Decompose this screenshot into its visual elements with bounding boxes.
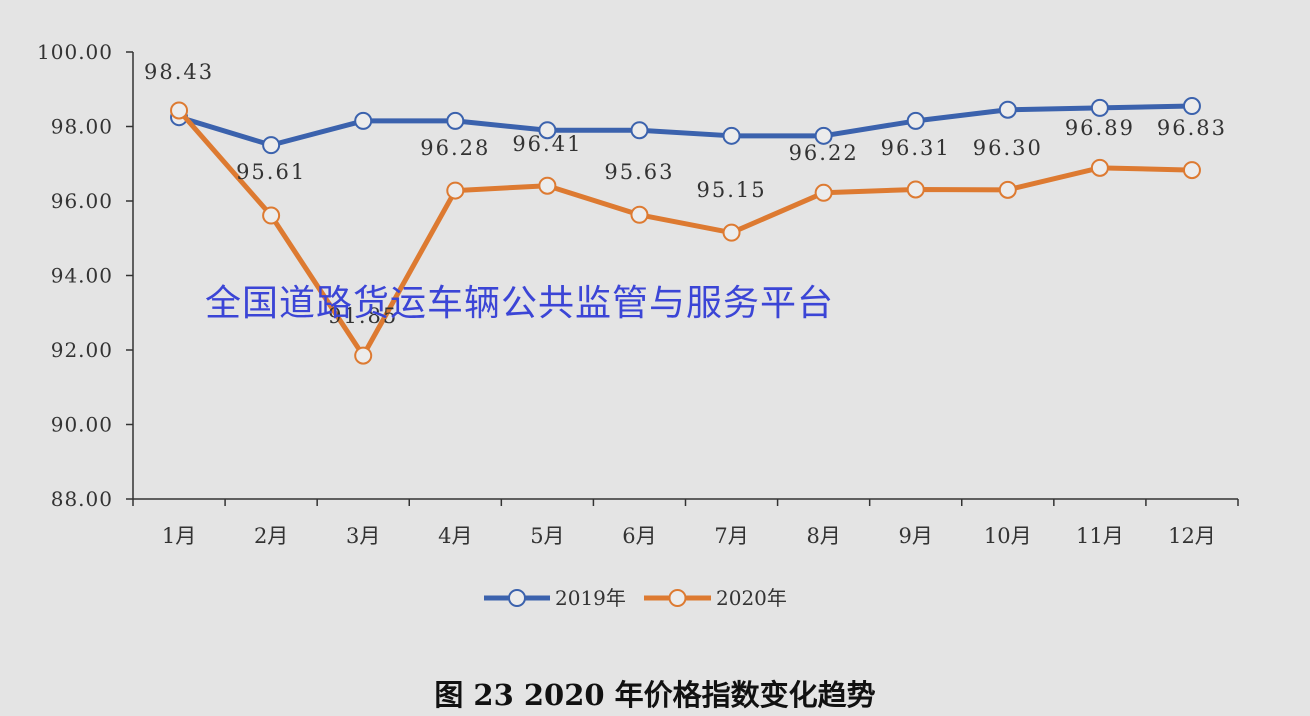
data-point [1182, 97, 1201, 116]
data-label: 95.63 [604, 160, 674, 184]
data-point [1182, 161, 1201, 180]
x-tick-label: 7月 [714, 524, 748, 548]
y-tick-label: 94.00 [51, 264, 113, 288]
legend-label: 2020年 [716, 586, 787, 610]
data-point [446, 181, 465, 200]
data-point [906, 180, 925, 199]
data-label: 96.83 [1157, 116, 1227, 140]
x-tick-label: 5月 [530, 524, 564, 548]
data-label: 96.89 [1065, 116, 1135, 140]
data-point [262, 206, 281, 225]
data-label: 96.28 [420, 136, 490, 160]
series-line [177, 108, 1193, 359]
data-point [262, 136, 281, 155]
data-point [354, 111, 373, 130]
y-tick-label: 88.00 [51, 487, 113, 511]
data-label: 95.61 [236, 160, 306, 184]
y-tick-label: 92.00 [51, 338, 113, 362]
series-line [178, 103, 1193, 148]
legend-item: 2019年 [484, 586, 626, 610]
data-point [630, 121, 649, 140]
data-point [170, 101, 189, 120]
watermark-text: 全国道路货运车辆公共监管与服务平台 [205, 283, 835, 324]
data-label: 96.30 [973, 136, 1043, 160]
x-tick-label: 12月 [1168, 524, 1216, 548]
data-label: 96.41 [512, 132, 582, 156]
data-point [538, 176, 557, 195]
series-0 [170, 97, 1201, 155]
y-tick-label: 90.00 [51, 413, 113, 437]
legend-item: 2020年 [644, 586, 787, 610]
y-axis-ticks: 88.00 90.00 92.00 94.00 96.00 98.00 100.00 [37, 40, 133, 511]
data-label: 91.85 [328, 304, 398, 328]
x-tick-label: 8月 [806, 524, 840, 548]
legend-label: 2019年 [555, 586, 626, 610]
series-1 [170, 101, 1201, 365]
legend-swatch-marker [508, 589, 526, 607]
data-point [906, 111, 925, 130]
data-point [814, 126, 833, 145]
data-point [814, 183, 833, 202]
data-label: 96.31 [881, 136, 951, 160]
x-tick-label: 3月 [346, 524, 380, 548]
series-layer [170, 97, 1201, 365]
x-tick-label: 4月 [438, 524, 472, 548]
data-point [998, 180, 1017, 199]
x-tick-label: 6月 [622, 524, 656, 548]
y-tick-label: 98.00 [51, 115, 113, 139]
data-label: 96.22 [789, 141, 859, 165]
data-point [998, 100, 1017, 119]
figure-caption: 图 23 2020 年价格指数变化趋势 [434, 678, 876, 712]
data-point [630, 205, 649, 224]
x-tick-label: 1月 [162, 524, 196, 548]
data-label: 98.43 [144, 60, 214, 84]
data-point [722, 223, 741, 242]
y-tick-label: 96.00 [51, 189, 113, 213]
x-tick-label: 11月 [1076, 524, 1124, 548]
legend: 2019年 2020年 [484, 586, 787, 610]
x-axis-ticks: 1月 2月 3月 4月 5月 6月 7月 8月 9月 10月 11月 12月 [132, 499, 1239, 548]
y-tick-label: 100.00 [37, 40, 113, 64]
data-point [722, 126, 741, 145]
data-point [354, 346, 373, 365]
data-label: 95.15 [696, 178, 766, 202]
data-point [446, 111, 465, 130]
x-tick-label: 2月 [254, 524, 288, 548]
data-point [538, 121, 557, 140]
x-tick-label: 9月 [899, 524, 933, 548]
data-labels: 98.43 95.61 91.85 96.28 96.41 95.63 95.15 96.22… [144, 60, 1227, 328]
x-tick-label: 10月 [984, 524, 1032, 548]
data-point [1090, 158, 1109, 177]
legend-swatch-marker [668, 589, 687, 607]
data-point [1090, 98, 1109, 117]
